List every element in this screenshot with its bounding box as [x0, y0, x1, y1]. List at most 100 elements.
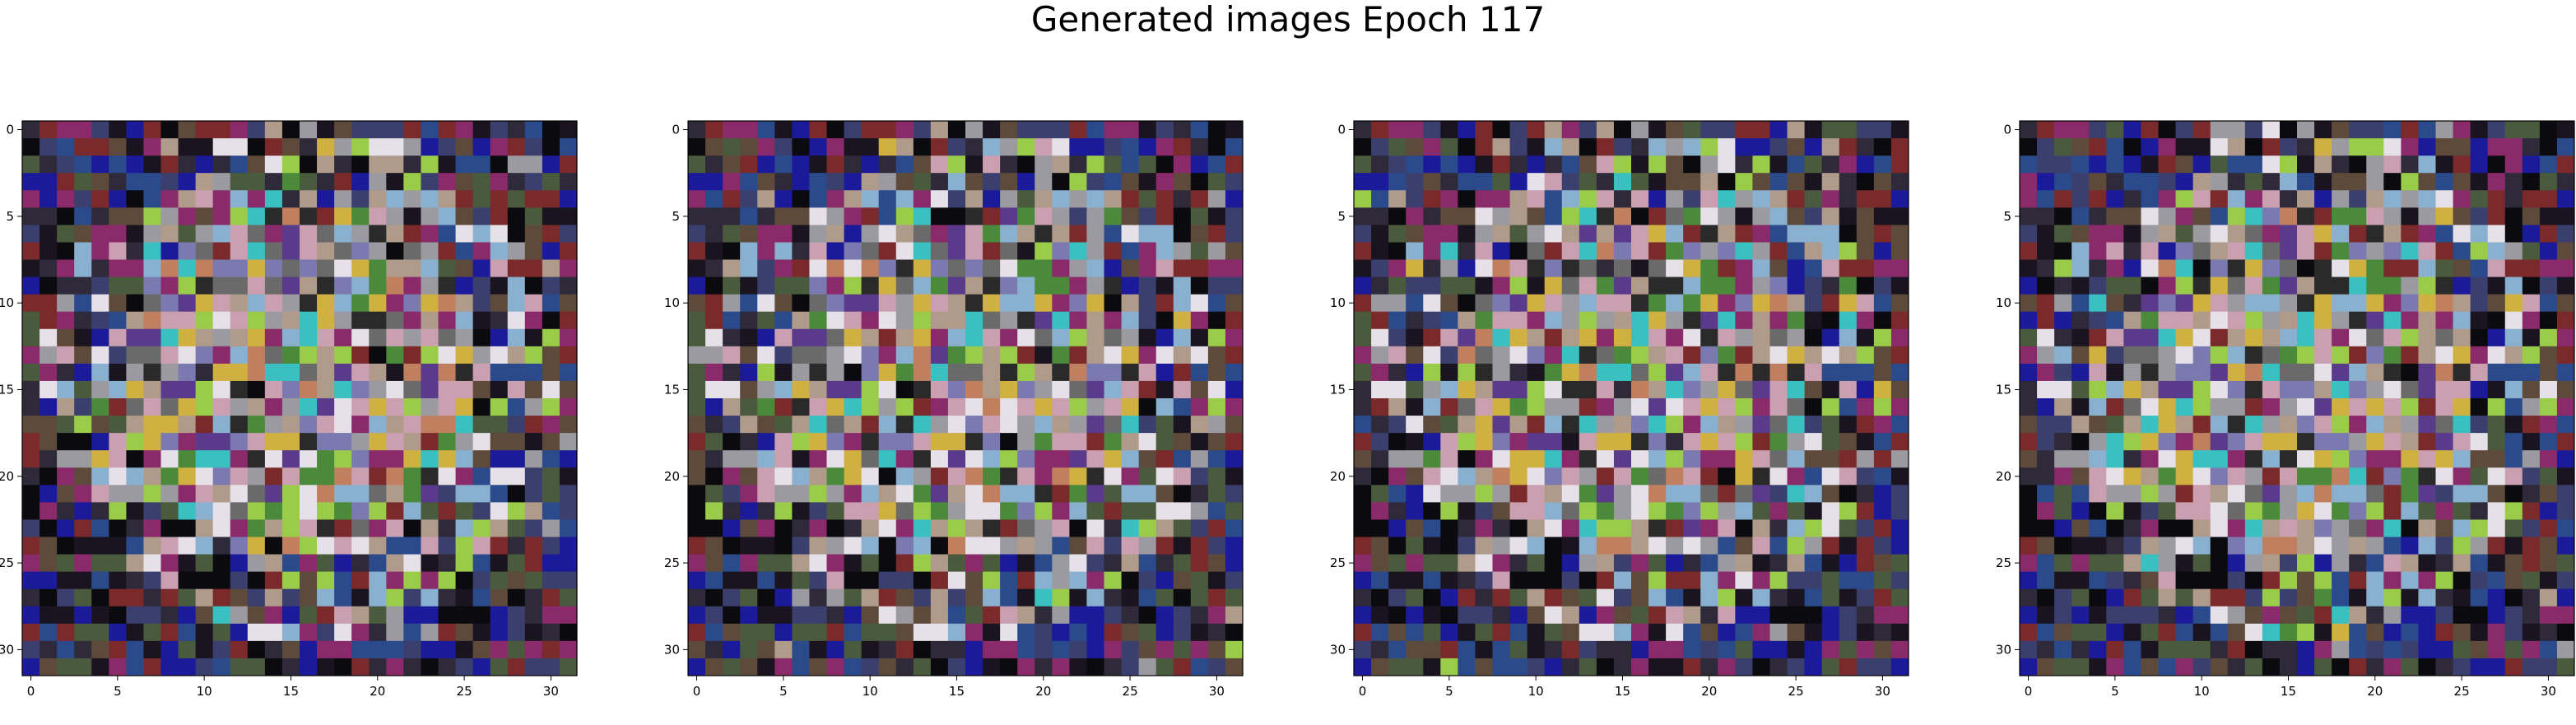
pixel: [2227, 225, 2246, 243]
pixel: [2089, 450, 2107, 468]
pixel: [2366, 121, 2384, 139]
pixel: [2123, 173, 2141, 191]
pixel: [40, 207, 58, 225]
pixel: [1579, 571, 1597, 590]
pixel: [1579, 519, 1597, 537]
pixel: [1492, 277, 1511, 295]
pixel: [438, 173, 457, 191]
pixel: [247, 571, 266, 590]
pixel: [74, 346, 92, 365]
pixel: [2141, 588, 2159, 607]
pixel: [300, 485, 318, 503]
pixel: [438, 571, 457, 590]
pixel: [1190, 190, 1209, 208]
pixel: [351, 467, 370, 486]
pixel: [723, 658, 741, 676]
pixel: [2435, 502, 2454, 520]
pixel: [947, 519, 966, 537]
pixel: [1873, 190, 1892, 208]
pixel: [1000, 537, 1018, 555]
pixel: [878, 121, 897, 139]
pixel: [2089, 502, 2107, 520]
pixel: [2314, 346, 2332, 365]
pixel: [2314, 450, 2332, 468]
pixel: [2435, 467, 2454, 486]
pixel: [2349, 207, 2367, 225]
pixel: [2262, 433, 2281, 451]
pixel: [2175, 623, 2194, 642]
pixel: [2141, 173, 2159, 191]
pixel: [1769, 173, 1788, 191]
pixel: [1035, 640, 1053, 659]
pixel: [2504, 433, 2523, 451]
pixel: [2522, 363, 2541, 382]
pixel: [1666, 450, 1684, 468]
pixel: [524, 242, 543, 260]
pixel: [2054, 519, 2072, 537]
pixel: [1735, 467, 1753, 486]
pixel: [1225, 485, 1244, 503]
pixel: [1683, 156, 1701, 174]
pixel: [1207, 588, 1226, 607]
pixel: [1035, 571, 1053, 590]
pixel: [1873, 502, 1892, 520]
pixel: [1700, 328, 1718, 347]
pixel: [1354, 502, 1372, 520]
pixel: [1475, 640, 1493, 659]
pixel: [2314, 190, 2332, 208]
pixel: [264, 467, 283, 486]
pixel: [230, 433, 249, 451]
pixel: [1052, 277, 1070, 295]
pixel: [559, 173, 578, 191]
pixel: [1069, 190, 1087, 208]
pixel: [317, 277, 335, 295]
pixel: [2210, 242, 2229, 260]
pixel: [490, 485, 509, 503]
pixel: [2314, 467, 2332, 486]
pixel: [965, 658, 983, 676]
pixel: [2366, 259, 2384, 278]
pixel: [2297, 658, 2315, 676]
pixel: [334, 450, 352, 468]
pixel: [281, 190, 300, 208]
pixel: [2244, 363, 2263, 382]
pixel: [22, 173, 40, 191]
pixel: [2158, 380, 2177, 399]
pixel: [351, 416, 370, 434]
pixel: [438, 294, 457, 313]
pixel: [965, 259, 983, 278]
pixel: [1856, 380, 1875, 399]
pixel: [983, 259, 1001, 278]
pixel: [1613, 138, 1632, 156]
pixel: [472, 398, 491, 416]
pixel: [22, 416, 40, 434]
pixel: [2262, 485, 2281, 503]
pixel: [2037, 294, 2055, 313]
pixel: [826, 519, 845, 537]
pixel: [757, 259, 775, 278]
pixel: [740, 242, 758, 260]
pixel: [1700, 121, 1718, 139]
pixel: [2366, 623, 2384, 642]
pixel: [1700, 346, 1718, 365]
pixel: [2054, 467, 2072, 486]
pixel: [723, 485, 741, 503]
pixel: [2470, 190, 2489, 208]
pixel: [1155, 242, 1174, 260]
pixel: [230, 173, 249, 191]
pixel: [774, 537, 793, 555]
pixel: [1596, 259, 1615, 278]
pixel: [1017, 294, 1035, 313]
pixel: [740, 346, 758, 365]
pixel: [2522, 658, 2541, 676]
pixel: [2020, 277, 2038, 295]
pixel: [1752, 519, 1770, 537]
pixel: [1225, 623, 1244, 642]
pixel: [2539, 623, 2558, 642]
pixel: [1492, 640, 1511, 659]
pixel: [490, 242, 509, 260]
pixel: [1104, 537, 1123, 555]
pixel: [2504, 537, 2523, 555]
pixel: [2366, 467, 2384, 486]
pixel: [524, 606, 543, 625]
